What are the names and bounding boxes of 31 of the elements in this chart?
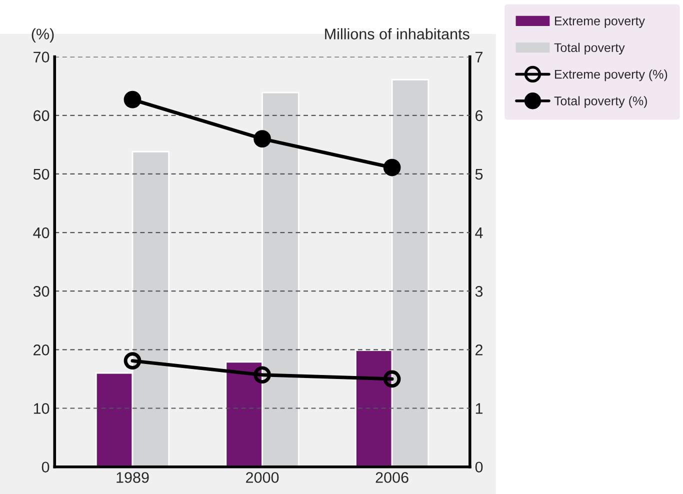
- legend-label: Total poverty: [554, 42, 625, 55]
- x-tick-label: 2000: [246, 472, 279, 483]
- legend-label: Extreme poverty: [555, 16, 645, 28]
- point: [383, 370, 401, 388]
- y2-axis-title: Millions of inhabitants: [325, 28, 470, 40]
- y-axis-title: (%): [32, 28, 54, 42]
- y2-tick-label: 3: [475, 286, 483, 297]
- y-tick-label: 60: [34, 110, 50, 122]
- y-tick-label: 20: [34, 344, 50, 356]
- point: [254, 130, 271, 148]
- point: [254, 366, 271, 384]
- x-tick-label: 2006: [376, 472, 408, 483]
- y-tick-label: 50: [33, 168, 50, 180]
- x-tick-label: 1989: [116, 472, 149, 483]
- y-tick-label: 40: [33, 227, 50, 238]
- y-tick-label: 0: [42, 462, 50, 473]
- y2-tick-label: 5: [475, 168, 483, 180]
- y-tick-label: 70: [34, 52, 50, 62]
- y2-tick-label: 6: [476, 110, 483, 122]
- point: [124, 352, 142, 370]
- y2-tick-label: 4: [475, 228, 483, 238]
- y-tick-label: 30: [33, 286, 50, 297]
- legend-label: Extreme poverty (%): [555, 70, 668, 82]
- legend-label: Total poverty (%): [554, 96, 647, 108]
- y2-tick-label: 7: [476, 52, 482, 62]
- point: [383, 158, 401, 176]
- y2-tick-label: 0: [475, 462, 483, 473]
- point: [124, 90, 142, 108]
- y2-tick-label: 1: [476, 403, 483, 414]
- y2-tick-label: 2: [476, 344, 482, 356]
- y-tick-label: 10: [34, 403, 50, 414]
